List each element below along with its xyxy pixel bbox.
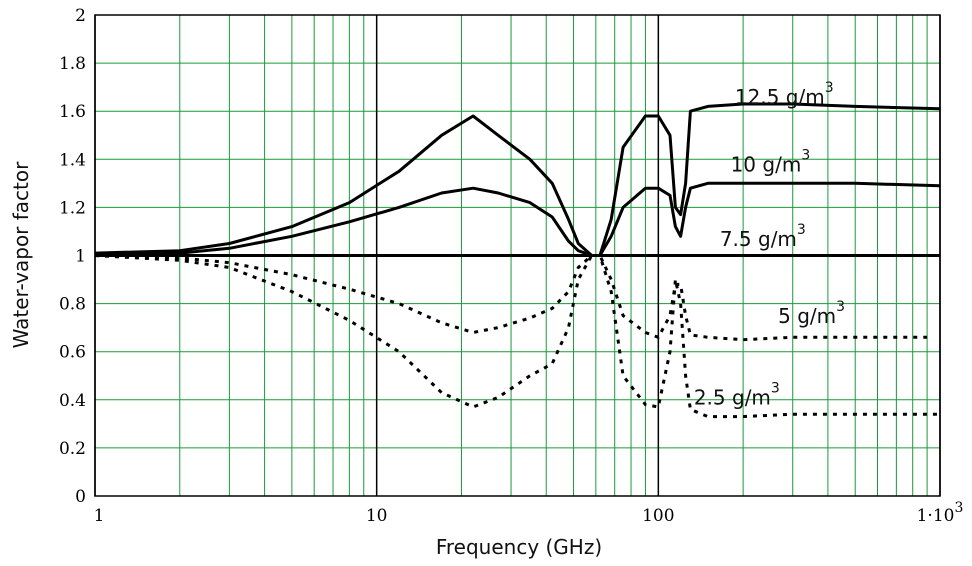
series-line-4 [94, 254, 928, 342]
y-axis-title: Water-vapor factor [9, 161, 33, 348]
y-tick-label: 1.8 [59, 54, 86, 74]
y-tick-label: 1 [75, 247, 86, 267]
series-line-5 [94, 254, 940, 419]
series-label: 12.5 g/m3 [735, 80, 834, 109]
y-tick-label: 1.4 [59, 150, 86, 170]
series-lines [94, 102, 941, 419]
y-tick-label: 2 [75, 6, 86, 26]
series-label: 5 g/m3 [778, 299, 845, 328]
y-tick-label: 0.8 [59, 295, 86, 315]
x-axis-title: Frequency (GHz) [436, 535, 602, 559]
y-tick-label: 0.6 [59, 343, 86, 363]
x-tick-label: 1 [94, 506, 105, 526]
series-label: 7.5 g/m3 [720, 222, 806, 251]
series-line-1 [94, 102, 941, 257]
x-tick-label: 1·103 [917, 500, 964, 526]
y-tick-label: 0.4 [59, 391, 86, 411]
y-tick-label: 0.2 [59, 439, 86, 459]
series-labels: 12.5 g/m3 10 g/m3 7.5 g/m3 5 g/m3 2.5 g/m3 [694, 80, 845, 410]
x-tick-label: 10 [366, 506, 388, 526]
series-label: 2.5 g/m3 [694, 381, 780, 410]
y-tick-label: 0 [75, 487, 86, 507]
y-tick-label: 1.2 [59, 198, 86, 218]
x-tick-label: 100 [642, 506, 674, 526]
series-label: 10 g/m3 [731, 147, 811, 176]
y-tick-label: 1.6 [59, 102, 86, 122]
